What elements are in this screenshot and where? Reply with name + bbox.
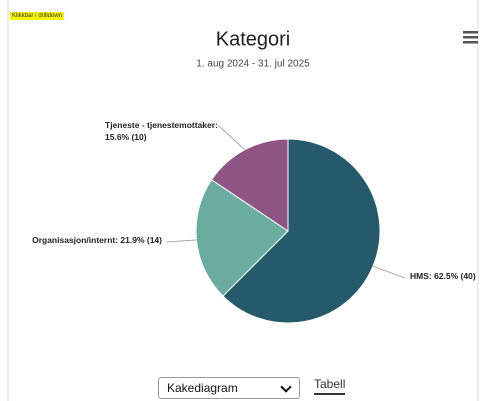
data-label-line: Tjeneste - tjenestemottaker:: [105, 120, 218, 130]
tag: Klikkbar / drilldown: [10, 12, 65, 20]
data-label-line: 15.6% (10): [105, 132, 147, 142]
connector: [372, 265, 406, 279]
data-label-line: HMS: 62.5% (40): [410, 271, 476, 281]
data-label: Organisasjon/internt: 21.9% (14): [32, 235, 162, 245]
data-label-line: Organisasjon/internt: 21.9% (14): [32, 235, 162, 245]
menu-button[interactable]: [463, 31, 478, 44]
chart-type-select[interactable]: Kakediagram: [158, 377, 300, 399]
chart-subtitle: 1. aug 2024 - 31. jul 2025: [196, 59, 310, 70]
data-label: Tjeneste - tjenestemottaker: 15.6% (10): [105, 120, 218, 142]
data-label: HMS: 62.5% (40): [410, 271, 476, 281]
table-link[interactable]: Tabell: [314, 377, 346, 395]
pie-slice: [222, 138, 381, 324]
connector: [165, 239, 197, 243]
connector: [217, 124, 245, 151]
chart-title: Kategori: [216, 28, 291, 50]
